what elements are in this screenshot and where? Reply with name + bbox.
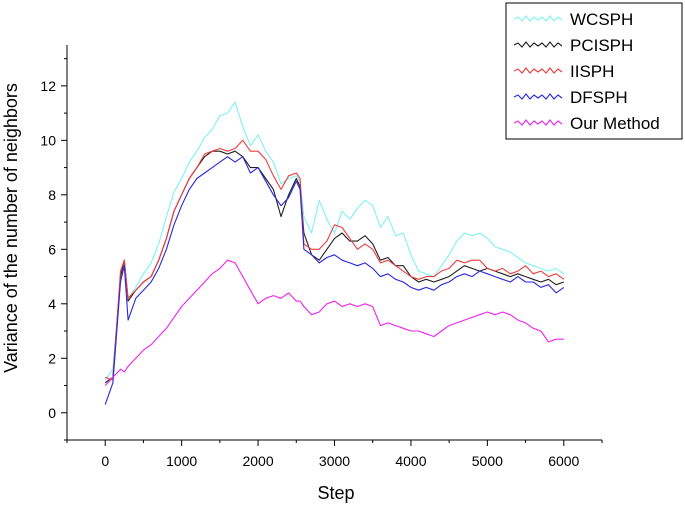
x-axis-label: Step bbox=[317, 483, 354, 503]
y-tick-label: 8 bbox=[48, 187, 56, 203]
series-line-our-method bbox=[104, 259, 564, 386]
series-line-pcisph bbox=[104, 150, 564, 384]
y-tick-label: 2 bbox=[48, 350, 56, 366]
legend-swatch bbox=[513, 119, 563, 126]
legend: WCSPH PCISPH IISPH DFSPH Our Method bbox=[505, 2, 683, 140]
legend-label: WCSPH bbox=[570, 10, 633, 29]
y-tick-label: 10 bbox=[40, 132, 56, 148]
legend-label: DFSPH bbox=[570, 88, 628, 107]
legend-box bbox=[505, 2, 683, 140]
y-tick-label: 12 bbox=[40, 78, 56, 94]
legend-label: IISPH bbox=[570, 62, 614, 81]
y-tick-label: 0 bbox=[48, 405, 56, 421]
series-line-iisph bbox=[105, 139, 565, 381]
x-tick-label: 5000 bbox=[472, 453, 503, 469]
y-tick-label: 6 bbox=[48, 241, 56, 257]
x-tick-label: 4000 bbox=[395, 453, 426, 469]
x-tick-label: 0 bbox=[101, 453, 109, 469]
series-line-wcsph bbox=[104, 101, 565, 381]
plot-lines bbox=[104, 101, 565, 405]
axes: 0 1000 2000 3000 4000 5000 6000 0 2 4 6 8 10 12 bbox=[40, 45, 603, 469]
x-tick-label: 2000 bbox=[242, 453, 273, 469]
series-line-dfsph bbox=[104, 156, 565, 405]
legend-swatch bbox=[513, 15, 563, 22]
x-tick-label: 3000 bbox=[319, 453, 350, 469]
x-tick-label: 1000 bbox=[166, 453, 197, 469]
legend-label: Our Method bbox=[570, 114, 660, 133]
y-axis-label: Variance of the number of neighbors bbox=[1, 83, 21, 373]
legend-swatch bbox=[513, 67, 563, 74]
legend-swatch bbox=[513, 93, 563, 100]
legend-label: PCISPH bbox=[570, 36, 633, 55]
x-tick-label: 6000 bbox=[548, 453, 579, 469]
y-tick-label: 4 bbox=[48, 296, 56, 312]
legend-swatch bbox=[513, 41, 563, 48]
